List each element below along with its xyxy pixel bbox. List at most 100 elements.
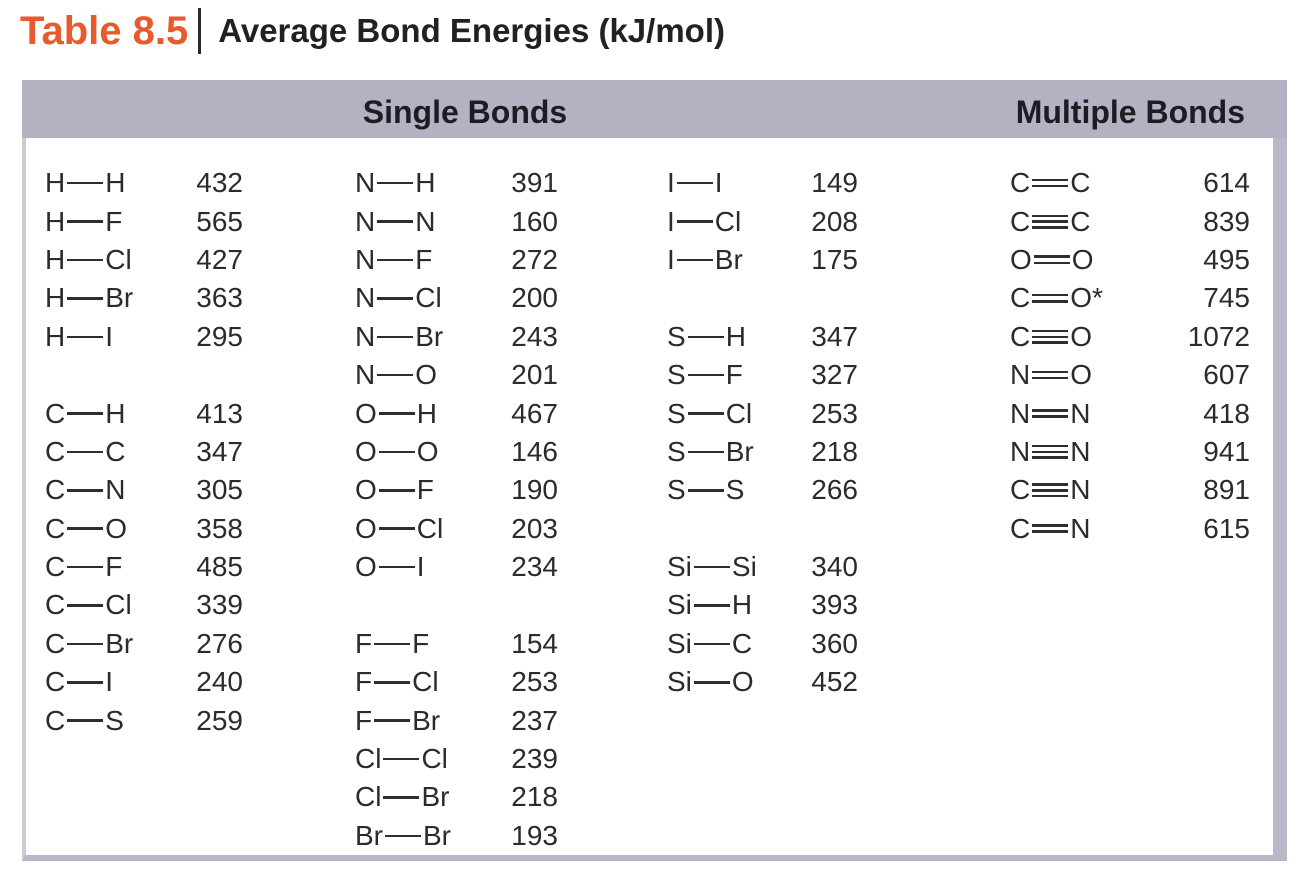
atom-symbol: Si [731,551,757,583]
single-bond-line [377,175,414,191]
bond-column-4: C C 614 C C 839 O O 495 C O* 745 C O 1072 N O 607 N N 418 N N 9… [1010,164,1250,855]
bond-row: N N 941 [1010,433,1250,471]
triple-bond-line [1032,482,1069,498]
atom-symbol: C [45,512,66,544]
triple-bond-line [1032,214,1069,230]
single-bond-line [377,252,414,268]
single-bond-line [687,367,724,383]
bond-label: I Br [667,244,743,276]
bond-row: I Cl 208 [667,202,858,240]
atom-symbol: Cl [105,589,132,621]
atom-symbol: C [1070,167,1091,199]
bond-row: C S 259 [45,701,243,739]
bond-energy-value: 175 [811,243,858,275]
single-bond-line [378,559,415,575]
bond-row: N N 160 [355,202,558,240]
atom-symbol: F [725,359,743,391]
bond-row-empty [1010,778,1250,816]
bond-row: I Br 175 [667,241,858,279]
bond-label: Si C [667,628,752,660]
bond-label: Si Si [667,551,757,583]
atom-symbol: N [355,320,376,352]
bond-energy-value: 208 [811,205,858,237]
single-bond-line [676,175,713,191]
atom-symbol: C [45,627,66,659]
bond-label: F Cl [355,666,439,698]
bond-energy-value: 200 [511,282,558,314]
atom-symbol: S [667,359,686,391]
bond-row-empty [1010,586,1250,624]
bond-energy-value: 565 [196,205,243,237]
atom-symbol: H [731,589,753,621]
atom-symbol: S [667,397,686,429]
single-bond-line [67,713,104,729]
atom-symbol: C [45,589,66,621]
atom-symbol: N [415,205,436,237]
bond-label: N Cl [355,282,442,314]
atom-symbol: H [45,205,66,237]
bond-energy-value: 615 [1203,512,1250,544]
atom-symbol: S [667,320,686,352]
atom-symbol: I [105,666,114,698]
bond-energy-value: 154 [511,627,558,659]
atom-symbol: F [415,243,433,275]
single-bond-line [693,559,730,575]
bond-energy-value: 259 [196,704,243,736]
bond-label: H Cl [45,244,132,276]
atom-symbol: H [105,397,126,429]
bond-row-empty [1010,548,1250,586]
single-bond-line [687,444,724,460]
bond-energy-value: 413 [196,397,243,429]
single-bond-line [67,482,104,498]
atom-symbol: O [415,359,438,391]
bond-row: O F 190 [355,471,558,509]
triple-bond-line [1032,329,1069,345]
bond-energy-value: 239 [511,743,558,775]
atom-symbol: O [1010,243,1032,275]
atom-symbol: N [1070,512,1091,544]
bond-row: O I 234 [355,548,558,586]
atom-symbol: O [355,474,377,506]
bond-label: C O* [1010,282,1103,314]
bond-energy-value: 745 [1203,282,1250,314]
atom-symbol: Cl [355,781,382,813]
bond-row: Si C 360 [667,625,858,663]
atom-symbol: Br [423,819,451,851]
bond-row: Si Si 340 [667,548,858,586]
double-bond-line [1032,290,1069,306]
bond-row-empty [45,356,243,394]
bond-column-3: I I 149 I Cl 208 I Br 175 S H 347 S F 327 S Cl 253 S Br 218 S… [667,164,858,855]
single-bonds-header: Single Bonds [362,93,568,130]
bond-energy-value: 891 [1203,474,1250,506]
bond-row-empty [667,701,858,739]
bond-row-empty [667,279,858,317]
atom-symbol: Br [415,320,444,352]
bond-row: C N 305 [45,471,243,509]
table-body: H H 432 H F 565 H Cl 427 H Br 363 H I 295 C H 413 C C 347 C N 3… [22,138,1287,861]
bond-row-empty [1010,817,1250,855]
bond-row-empty [45,778,243,816]
bond-row: H F 565 [45,202,243,240]
caption-text: Average Bond Energies (kJ/mol) [218,12,725,49]
bond-row: C C 347 [45,433,243,471]
atom-symbol: C [1010,320,1031,352]
bond-energy-value: 360 [811,627,858,659]
double-bond-line [1032,367,1069,383]
bond-row: O O 146 [355,433,558,471]
bond-row: C O 1072 [1010,318,1250,356]
atom-symbol: Cl [725,397,753,429]
bond-energy-value: 363 [196,282,243,314]
single-bond-line [377,367,414,383]
single-bond-line [676,252,713,268]
atom-symbol: Cl [714,205,742,237]
double-bond-line [1033,252,1070,268]
bond-row: C C 614 [1010,164,1250,202]
bond-row-empty [1010,663,1250,701]
